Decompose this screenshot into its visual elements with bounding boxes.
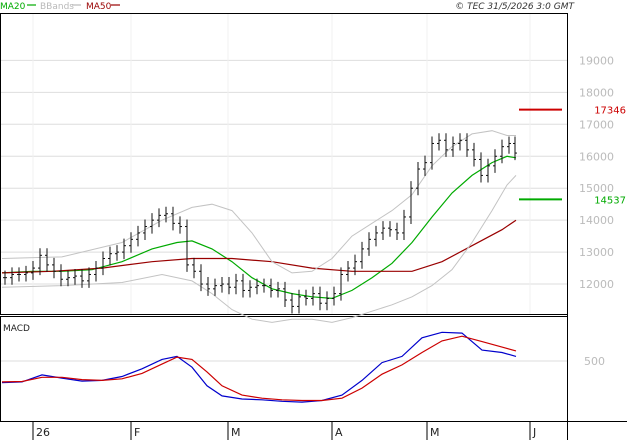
x-tick-label: F [134, 426, 140, 439]
price-tick-label: 12000 [579, 278, 614, 291]
level-marker-label: 17346 [594, 106, 626, 117]
legend-ma20-label: MA20 [0, 2, 26, 12]
macd-title: MACD [3, 324, 30, 334]
x-tick-label: A [335, 426, 343, 439]
macd-lines [1, 331, 517, 403]
level-marker-label: 14537 [594, 195, 626, 206]
x-tick-label: 26 [36, 426, 50, 439]
x-tick-label: M [430, 426, 440, 439]
price-bars [3, 133, 517, 314]
x-axis: 26 F M A M J [32, 421, 536, 440]
price-tick-label: 18000 [579, 86, 614, 99]
legend-ma50-label: MA50 [86, 2, 112, 12]
series-bbands-line [1, 130, 516, 274]
macd-series-macd-line [1, 331, 517, 403]
price-overlays [1, 130, 517, 323]
legend: MA20 BBands MA50 [0, 2, 120, 12]
level-markers: 17346 14537 [519, 106, 626, 206]
series-bbands-line [1, 175, 517, 323]
price-tick-label: 14000 [579, 214, 614, 227]
macd-tick-label: 500 [584, 355, 605, 368]
x-tick-label: J [532, 426, 536, 439]
series-ma50-line [1, 219, 517, 274]
series-ma20-line [1, 155, 517, 300]
price-tick-label: 19000 [579, 54, 614, 67]
price-axis-labels: 12000 13000 14000 15000 16000 17000 18000 19000 [579, 54, 614, 291]
price-tick-label: 17000 [579, 118, 614, 131]
x-tick-label: M [231, 426, 241, 439]
legend-bbands-label: BBands [40, 2, 74, 12]
macd-axis-labels: 500 [584, 355, 605, 368]
price-tick-label: 15000 [579, 182, 614, 195]
macd-panel-frame [0, 316, 568, 422]
copyright-text: © TEC 31/5/2026 3:0 GMT [455, 2, 575, 12]
price-tick-label: 16000 [579, 150, 614, 163]
macd-series-signal-line [1, 335, 517, 402]
price-tick-label: 13000 [579, 246, 614, 259]
price-grid [1, 14, 567, 314]
